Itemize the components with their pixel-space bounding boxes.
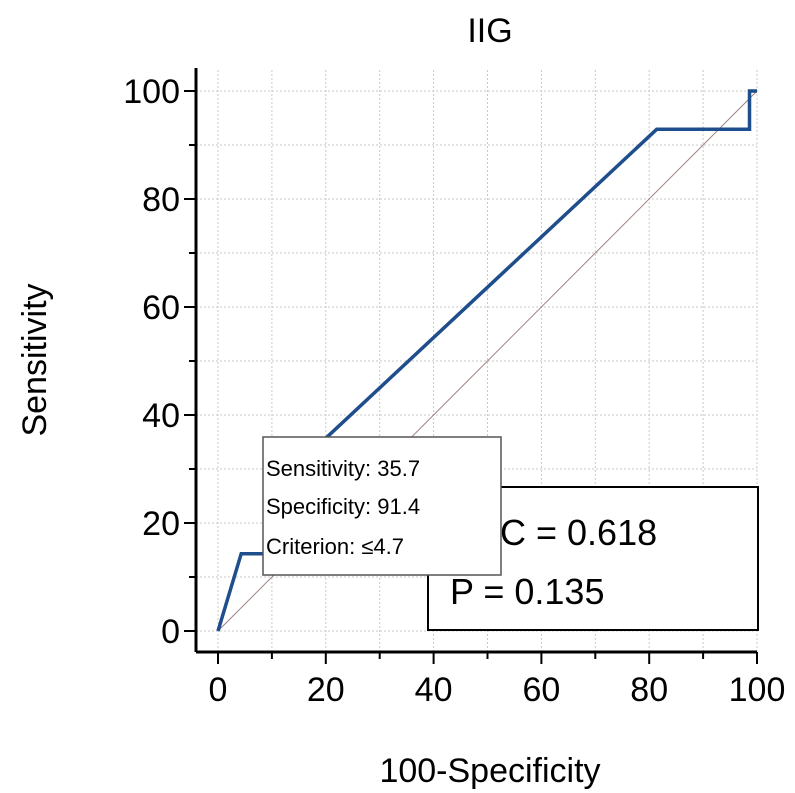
y-axis-title: Sensitivity (16, 283, 54, 436)
criterion-tooltip: Sensitivity: 35.7 Specificity: 91.4 Crit… (262, 436, 502, 576)
y-tick-label: 40 (142, 397, 180, 435)
x-tick-label: 0 (209, 671, 228, 709)
tooltip-frame (262, 436, 502, 576)
y-tick-label: 20 (142, 505, 180, 543)
x-tick-label: 80 (630, 671, 668, 709)
tooltip-criterion: Criterion: ≤4.7 (266, 534, 404, 559)
y-tick-label: 0 (161, 613, 180, 651)
tooltip-specificity: Specificity: 91.4 (266, 494, 420, 519)
x-tick-label: 40 (415, 671, 453, 709)
tooltip-sensitivity: Sensitivity: 35.7 (266, 456, 420, 481)
y-tick-label: 100 (123, 73, 180, 111)
y-tick-label: 80 (142, 181, 180, 219)
x-axis-title: 100-Specificity (379, 752, 600, 790)
x-tick-label: 20 (307, 671, 345, 709)
ticks: 0 20 40 60 80 100 0 20 40 60 80 100 (123, 73, 785, 709)
p-value: P = 0.135 (450, 571, 604, 612)
chart-title: IIG (467, 12, 512, 50)
x-tick-label: 100 (729, 671, 786, 709)
y-tick-label: 60 (142, 289, 180, 327)
x-tick-label: 60 (522, 671, 560, 709)
